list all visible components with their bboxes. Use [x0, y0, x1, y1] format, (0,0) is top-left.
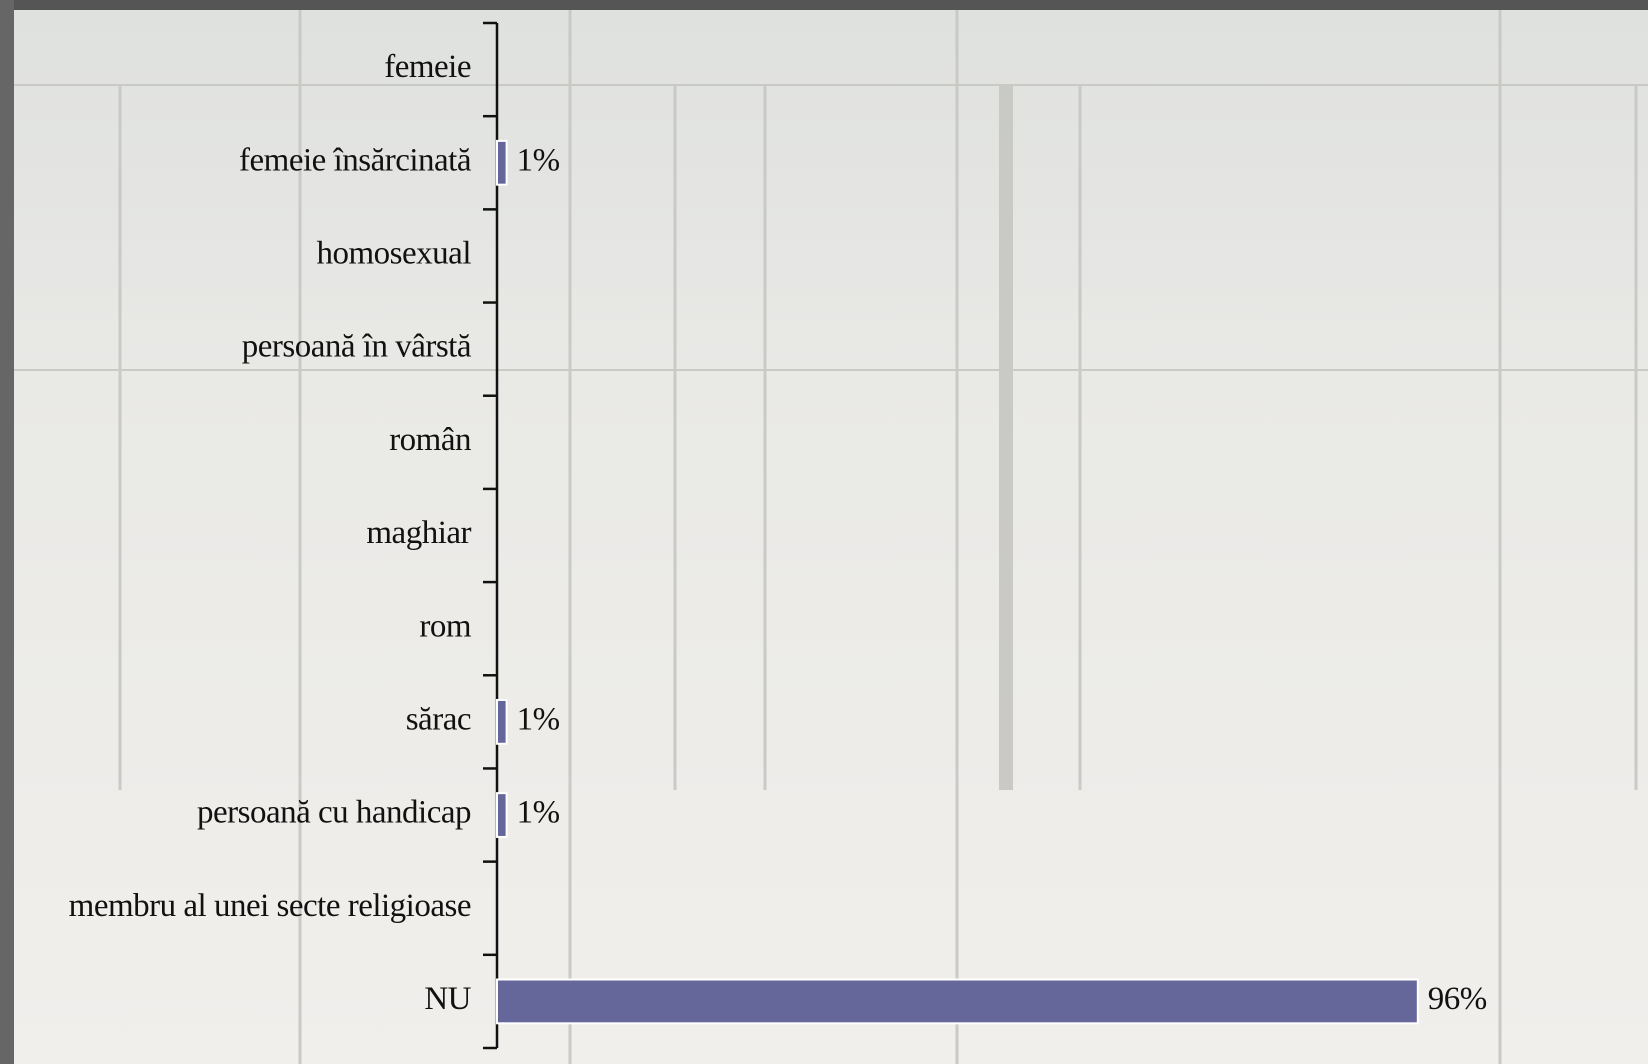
y-tick-label: persoană în vârstă [242, 329, 472, 365]
y-tick-label: maghiar [366, 515, 471, 551]
y-tick-label: rom [419, 608, 471, 644]
bar [496, 139, 508, 186]
bar [496, 978, 1419, 1025]
data-label: 1% [517, 701, 560, 737]
background-lines [14, 10, 1648, 1064]
y-tick-label: femeie însărcinată [239, 142, 472, 178]
data-label: 96% [1428, 981, 1487, 1017]
bar [496, 792, 508, 838]
left-border [0, 0, 14, 1064]
y-tick-label: persoană cu handicap [197, 795, 471, 831]
y-tick-label: sărac [406, 701, 471, 737]
data-label: 1% [517, 142, 560, 178]
bar [496, 698, 508, 745]
y-tick-label: român [389, 422, 471, 458]
top-border [0, 0, 1648, 10]
panel [14, 10, 1648, 1064]
y-tick-label: NU [424, 981, 471, 1017]
data-label: 1% [517, 795, 560, 831]
y-tick-label: homosexual [317, 236, 472, 272]
y-tick-label: membru al unei secte religioase [69, 888, 471, 924]
y-tick-label: femeie [384, 49, 471, 85]
